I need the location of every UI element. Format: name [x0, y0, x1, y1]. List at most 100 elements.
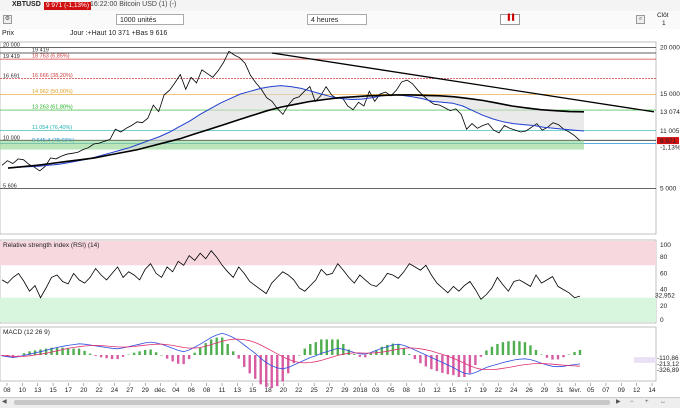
magnifier-icon: ⌕	[638, 16, 643, 22]
date-label-22: 29	[341, 387, 349, 394]
date-label-31: 19	[479, 387, 487, 394]
price-axis: 20 000 15 000 13 074 11 005 9 971-1,13% 5 000…	[3, 43, 680, 193]
macd-hist-bar-28	[154, 352, 158, 355]
macd-hist-bar-63	[347, 349, 350, 355]
macd-hist-bar-19	[105, 355, 108, 359]
rsi-tick-100: 100	[660, 242, 671, 249]
date-label-2: 13	[34, 387, 42, 394]
macd-label-bg-0	[634, 357, 656, 363]
date-label-39: 07	[602, 387, 610, 394]
zoom-out-icon[interactable]: −	[630, 399, 634, 405]
macd-hist-bar-34	[187, 355, 191, 360]
macd-hist-bar-21	[116, 355, 119, 360]
close-label: Clôt	[657, 12, 669, 19]
macd-hist-bar-69	[380, 346, 384, 355]
macd-hist-bar-40	[220, 337, 224, 355]
macd-hist-bar-38	[209, 339, 213, 355]
macd-hist-bar-29	[160, 355, 163, 356]
fib-label-2: 16 666 (38,20%)	[32, 73, 73, 79]
quantity-select[interactable]: 1000 unités	[116, 14, 184, 25]
date-label-23: 2018	[353, 387, 368, 394]
date-label-40: 09	[618, 387, 626, 394]
indicator-button[interactable]: ▐▐	[500, 14, 520, 25]
axis-label-11005: 11 005	[660, 128, 680, 135]
date-label-1: 10	[19, 387, 27, 394]
ma-fill-area	[0, 85, 584, 169]
fib-label-5: 11 054 (76,40%)	[32, 125, 72, 131]
macd-hist-bar-91	[501, 342, 505, 355]
date-label-26: 08	[403, 387, 411, 394]
macd-hist-bar-76	[419, 355, 422, 364]
rsi-tick-20: 20	[660, 303, 668, 310]
left-label-19419: 19 419	[3, 54, 20, 60]
macd-hist-bar-79	[435, 355, 439, 372]
zoom-reset-icon[interactable]: ↔	[660, 399, 666, 405]
date-label-41: 12	[633, 387, 641, 394]
price-line	[1, 50, 581, 172]
macd-last-label-0: -110,86	[657, 355, 679, 362]
date-label-30: 17	[464, 387, 472, 394]
macd-hist-bar-83	[457, 355, 461, 377]
date-label-34: 26	[526, 387, 534, 394]
macd-signal-line	[1, 338, 581, 370]
macd-hist-bar-36	[198, 347, 202, 355]
macd-hist-bar-104	[573, 352, 576, 355]
price-series-layer	[1, 50, 655, 172]
time-scrollbar[interactable]: ◀ ▶ − + ↔	[0, 397, 680, 408]
macd-hist-bar-66	[364, 355, 367, 358]
axis-label-15000: 15 000	[660, 91, 680, 98]
support-band	[0, 140, 584, 150]
macd-hist-bar-9	[50, 347, 53, 355]
macd-hist-bar-48	[265, 355, 268, 388]
macd-hist-bar-97	[534, 349, 538, 355]
scroll-left-arrow[interactable]: ◀	[2, 399, 7, 405]
rsi-line	[1, 250, 581, 300]
date-label-36: 31	[556, 387, 564, 394]
date-label-37: févr.	[569, 387, 581, 394]
macd-hist-bar-50	[276, 355, 279, 387]
macd-hist-bar-27	[149, 349, 152, 355]
date-label-11: 04	[172, 387, 180, 394]
macd-hist-bar-52	[287, 355, 290, 374]
macd-hist-bar-94	[518, 341, 521, 355]
chart-settings-button[interactable]: ⚙	[3, 15, 12, 24]
scroll-right-arrow[interactable]: ▶	[616, 399, 621, 405]
macd-hist-bar-75	[413, 355, 417, 360]
macd-hist-bar-70	[386, 344, 389, 355]
scroll-thumb[interactable]	[14, 400, 610, 405]
date-label-18: 20	[280, 387, 288, 394]
macd-hist-bar-25	[138, 351, 141, 355]
last-price-badge	[657, 137, 679, 145]
date-label-5: 20	[80, 387, 88, 394]
macd-hist-bar-64	[353, 354, 356, 355]
interval-select[interactable]: 4 heures	[307, 14, 367, 25]
day-range-info: Jour :+Haut 10 371 +Bas 9 616	[70, 30, 168, 37]
macd-hist-bar-30	[165, 355, 169, 359]
date-label-13: 08	[203, 387, 211, 394]
date-label-3: 15	[49, 387, 57, 394]
macd-hist-bar-71	[391, 343, 395, 355]
zoom-button[interactable]: ⌕	[636, 15, 645, 24]
time-name-label: 16:22:00 Bitcoin USD (1) (-)	[90, 1, 177, 8]
macd-hist-bar-61	[336, 339, 339, 355]
zoom-in-icon[interactable]: +	[645, 399, 649, 405]
macd-hist-bar-24	[132, 352, 136, 355]
macd-hist-bar-95	[523, 342, 527, 355]
macd-hist-bar-15	[83, 350, 86, 355]
rsi-oversold-zone	[0, 297, 656, 322]
macd-hist-bar-74	[408, 354, 411, 355]
left-label-10000: 10 000	[3, 135, 20, 141]
macd-hist-bar-4	[22, 353, 26, 355]
macd-hist-bar-101	[556, 355, 560, 360]
axis-label-13074: 13 074	[660, 109, 680, 116]
axis-label-5000: 5 000	[660, 186, 677, 193]
macd-hist-bar-88	[485, 350, 488, 355]
macd-hist-bar-65	[358, 355, 362, 357]
macd-hist-bar-55	[303, 348, 306, 355]
macd-hist-bar-82	[452, 355, 455, 376]
macd-hist-bar-26	[143, 349, 147, 355]
macd-hist-bar-10	[55, 347, 59, 355]
macd-hist-bar-41	[226, 344, 229, 355]
macd-hist-bar-105	[578, 349, 582, 355]
